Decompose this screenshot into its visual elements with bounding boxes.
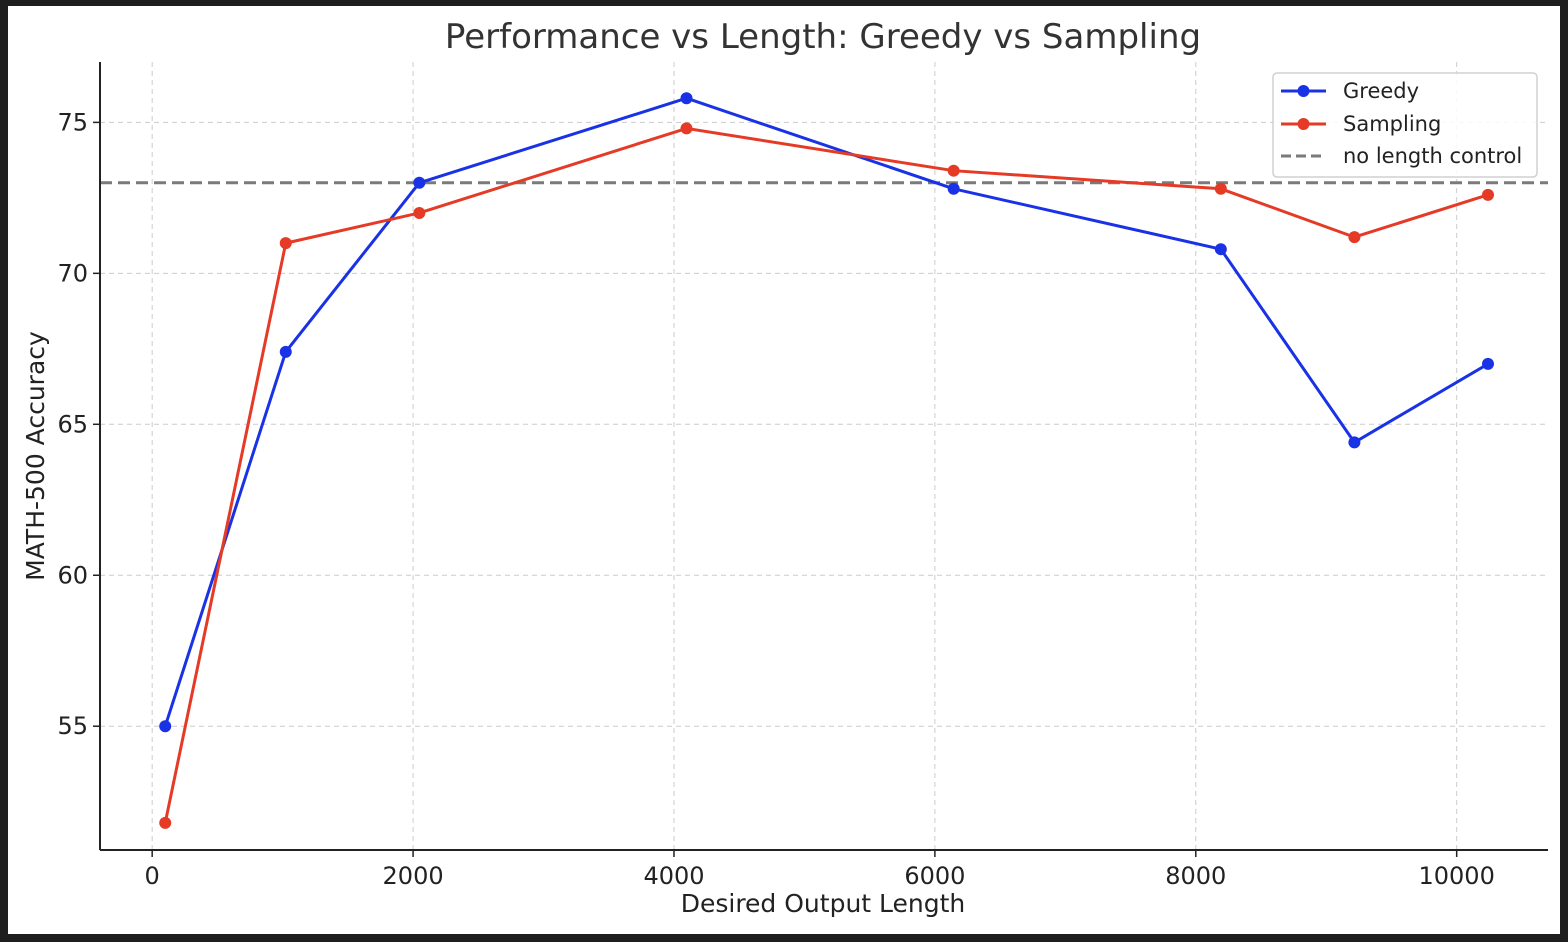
data-point-greedy bbox=[680, 92, 693, 105]
y-tick-label: 60 bbox=[57, 561, 88, 589]
data-point-greedy bbox=[947, 182, 960, 195]
data-point-sampling bbox=[1481, 188, 1494, 201]
line-chart: 0 2000 4000 6000 8000 10000 55 60 65 70 75 Perform… bbox=[21, 17, 1548, 918]
legend-reference-label: no length control bbox=[1343, 144, 1522, 168]
series-layer bbox=[159, 92, 1494, 829]
data-point-greedy bbox=[279, 345, 292, 358]
x-tick-label: 2000 bbox=[383, 862, 444, 890]
series-line-greedy bbox=[163, 96, 1489, 727]
data-point-sampling bbox=[159, 816, 172, 829]
x-tick-label: 10000 bbox=[1419, 862, 1495, 890]
data-point-greedy bbox=[413, 176, 426, 189]
legend-sampling-marker-icon bbox=[1297, 118, 1310, 130]
grid bbox=[100, 62, 1548, 850]
legend-greedy-label: Greedy bbox=[1343, 79, 1419, 103]
data-point-sampling bbox=[680, 122, 693, 135]
series-line-sampling bbox=[163, 126, 1489, 824]
data-point-greedy bbox=[159, 720, 172, 733]
y-tick-label: 65 bbox=[57, 410, 88, 438]
x-tick-label: 6000 bbox=[904, 862, 965, 890]
legend-sampling-label: Sampling bbox=[1343, 112, 1441, 136]
legend-greedy-marker-icon bbox=[1297, 85, 1310, 97]
data-point-sampling bbox=[413, 206, 426, 219]
y-tick-label: 70 bbox=[57, 259, 88, 287]
tick-labels: 0 2000 4000 6000 8000 10000 55 60 65 70 75 bbox=[57, 108, 1494, 890]
data-point-greedy bbox=[1481, 357, 1494, 370]
chart-title: Performance vs Length: Greedy vs Samplin… bbox=[445, 17, 1201, 57]
data-point-greedy bbox=[1214, 243, 1227, 256]
x-axis-label: Desired Output Length bbox=[681, 889, 966, 918]
chart-frame: 0 2000 4000 6000 8000 10000 55 60 65 70 75 Perform… bbox=[8, 6, 1560, 934]
x-tick-label: 4000 bbox=[643, 862, 704, 890]
y-axis-label: MATH-500 Accuracy bbox=[21, 331, 50, 581]
y-tick-label: 75 bbox=[57, 108, 88, 136]
y-tick-label: 55 bbox=[57, 712, 88, 740]
data-point-sampling bbox=[1214, 182, 1227, 195]
x-tick-label: 8000 bbox=[1165, 862, 1226, 890]
legend: Greedy Sampling no length control bbox=[1272, 72, 1538, 178]
legend-box bbox=[1272, 72, 1538, 178]
data-point-sampling bbox=[947, 164, 960, 177]
axes bbox=[93, 62, 1548, 857]
data-point-greedy bbox=[1348, 436, 1361, 449]
data-point-sampling bbox=[1348, 231, 1361, 244]
data-point-sampling bbox=[279, 237, 292, 250]
x-tick-label: 0 bbox=[145, 862, 160, 890]
